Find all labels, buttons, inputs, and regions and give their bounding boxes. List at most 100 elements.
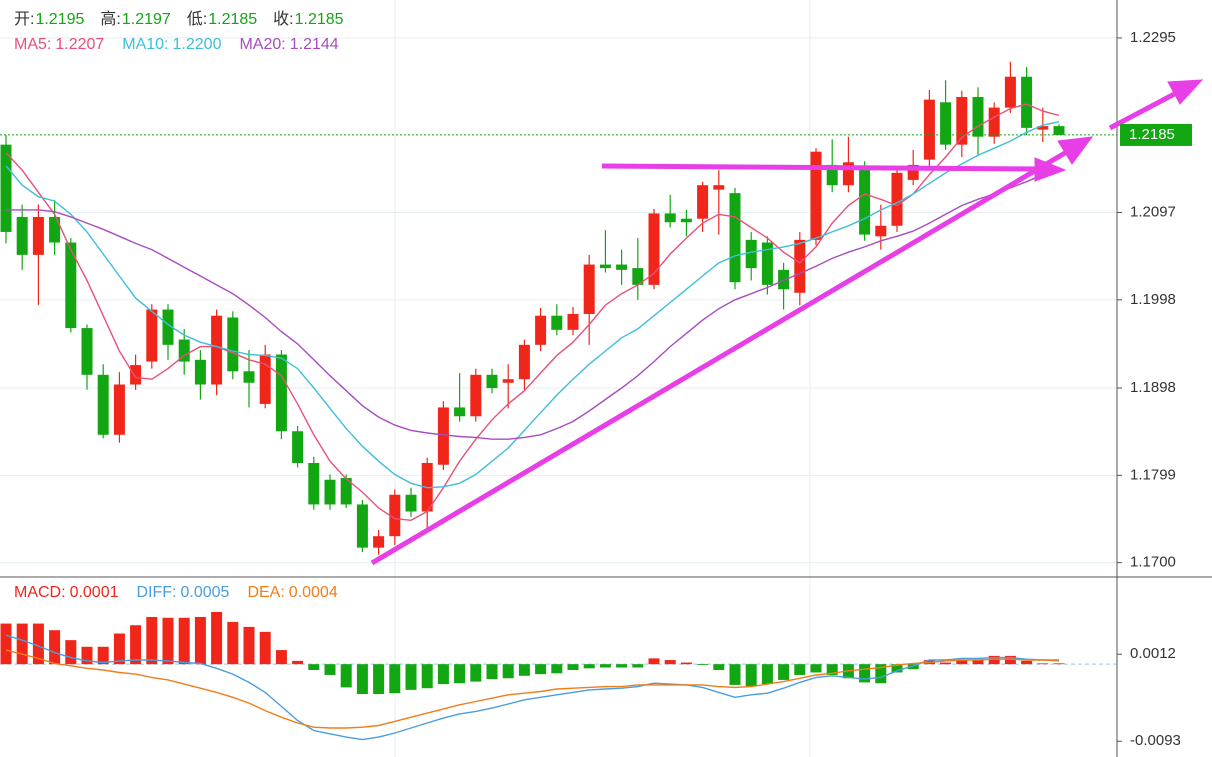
candle-body: [308, 462, 320, 505]
macd-bar: [972, 660, 984, 665]
candle-body: [49, 216, 61, 243]
candle-body: [842, 162, 854, 186]
legend-value: 0.0001: [70, 584, 119, 601]
macd-bar: [891, 664, 903, 673]
macd-bar: [16, 623, 28, 665]
header-value: 1.2197: [122, 11, 171, 28]
macd-bar: [454, 664, 466, 684]
macd-bar: [275, 650, 287, 665]
macd-bar: [907, 664, 919, 670]
series-line: [5, 649, 1060, 729]
header-label: 高:: [100, 10, 120, 28]
macd-bar: [778, 664, 790, 680]
candle-body: [664, 213, 676, 223]
legend-name: DIFF:: [137, 584, 177, 601]
candle-body: [632, 268, 644, 285]
macd-bar: [308, 664, 320, 670]
legend-value: 0.0004: [289, 584, 338, 601]
macd-bar: [243, 626, 255, 665]
y-tick-label: 1.1998: [1130, 291, 1176, 308]
macd-bar: [502, 664, 514, 679]
candle-body: [1037, 126, 1049, 130]
macd-bar: [356, 664, 368, 695]
candle-body: [778, 269, 790, 290]
macd-bar: [583, 664, 595, 669]
legend-name: MA20:: [239, 36, 285, 53]
macd-bar: [178, 617, 190, 665]
header-value: 1.2195: [35, 11, 84, 28]
candle-body: [891, 172, 903, 226]
macd-bar: [0, 623, 12, 665]
candle-body: [243, 371, 255, 383]
candle-body: [259, 354, 271, 404]
macd-bar: [405, 664, 417, 690]
macd-bar: [389, 664, 401, 694]
macd-bar: [259, 631, 271, 665]
arrow-head: [1034, 157, 1067, 182]
trend-arrow: [1108, 87, 1184, 131]
candle-body: [745, 239, 757, 269]
macd-bar: [421, 664, 433, 689]
candle-body: [81, 328, 93, 375]
macd-bar: [745, 664, 757, 687]
legend-value: 1.2200: [173, 36, 222, 53]
series-line: [6, 170, 1060, 440]
macd-bar: [648, 658, 660, 665]
series-line: [5, 634, 1059, 741]
candle-body: [32, 216, 44, 255]
macd-bar: [486, 664, 498, 680]
macd-bar: [113, 633, 125, 665]
macd-bar: [1053, 663, 1065, 665]
candle-body: [713, 185, 725, 190]
y-tick-label: -0.0093: [1130, 732, 1181, 749]
candle-body: [373, 536, 385, 548]
macd-bar: [162, 617, 174, 665]
legend-name: MACD:: [14, 584, 66, 601]
header-value: 1.2185: [208, 11, 257, 28]
annotation-arrows: [370, 79, 1204, 566]
candle-body: [162, 309, 174, 345]
candle-body: [518, 344, 530, 380]
macd-bar: [826, 664, 838, 675]
candle-body: [794, 239, 806, 293]
candle-body: [275, 354, 287, 432]
y-tick-label: 1.1700: [1130, 554, 1176, 571]
candle-body: [211, 315, 223, 385]
candle-body: [113, 384, 125, 435]
candle-body: [567, 313, 579, 330]
macd-bar: [324, 664, 336, 675]
macd-bar: [130, 625, 142, 665]
legend-name: MA10:: [122, 36, 168, 53]
candle-body: [875, 225, 887, 237]
macd-bar: [32, 623, 44, 665]
macd-bar: [194, 616, 206, 665]
macd-bar: [65, 640, 77, 665]
candle-body: [761, 242, 773, 285]
legend-name: MA5:: [14, 36, 51, 53]
header-label: 收:: [273, 10, 293, 28]
macd-bar: [729, 664, 741, 685]
legend-value: 1.2207: [55, 36, 104, 53]
candle-body: [389, 494, 401, 537]
candle-body: [859, 167, 871, 235]
legend-value: 0.0005: [181, 584, 230, 601]
macd-bar: [940, 662, 952, 665]
candle-body: [956, 97, 968, 145]
candle-body: [729, 193, 741, 283]
candle-body: [16, 216, 28, 255]
candle-body: [697, 185, 709, 219]
macd-bar: [713, 664, 725, 670]
trend-arrow: [601, 163, 1041, 172]
plot-layer: [0, 37, 1117, 741]
candle-body: [972, 97, 984, 137]
candle-body: [486, 374, 498, 389]
candle-body: [178, 339, 190, 362]
candle-body: [680, 218, 692, 223]
candle-body: [940, 102, 952, 145]
candle-body: [227, 317, 239, 372]
macd-bar: [664, 660, 676, 665]
header-value: 1.2185: [295, 11, 344, 28]
macd-bar: [146, 616, 158, 665]
